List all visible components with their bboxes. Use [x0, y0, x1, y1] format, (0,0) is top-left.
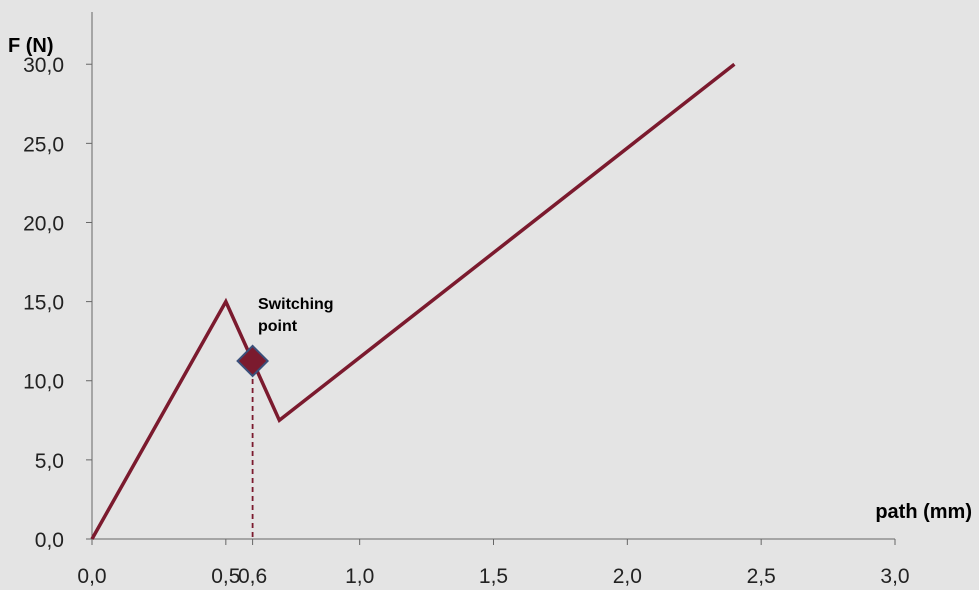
y-tick-label: 0,0 — [35, 529, 64, 552]
x-tick-label: 3,0 — [880, 565, 909, 588]
x-axis-title: path (mm) — [875, 501, 972, 523]
x-tick-label: 0,5 — [211, 565, 240, 588]
y-tick-label: 5,0 — [35, 450, 64, 473]
y-tick-label: 30,0 — [23, 54, 64, 77]
x-axis-ticks: 0,0 0,50,6 1,0 1,5 2,0 2,5 3,0 — [77, 539, 910, 588]
force-path-series-line — [90, 62, 736, 540]
x-tick-label: 0,0 — [77, 565, 106, 588]
annotation-line-2: point — [258, 318, 298, 335]
switching-point-marker — [236, 344, 270, 378]
y-axis-title: F (N) — [8, 35, 54, 57]
x-tick-label: 1,5 — [479, 565, 508, 588]
y-axis-ticks: 0,0 5,0 10,0 15,0 20,0 25,0 30,0 — [23, 54, 92, 552]
x-tick-label: 2,5 — [747, 565, 776, 588]
y-tick-label: 10,0 — [23, 371, 64, 394]
x-tick-label: 0,6 — [238, 565, 267, 588]
y-tick-label: 20,0 — [23, 212, 64, 235]
annotation-line-1: Switching — [258, 296, 334, 313]
x-tick-label: 1,0 — [345, 565, 374, 588]
switching-point-annotation: Switching point — [258, 296, 338, 335]
y-tick-label: 25,0 — [23, 133, 64, 156]
x-tick-label: 2,0 — [613, 565, 642, 588]
y-tick-label: 15,0 — [23, 292, 64, 315]
